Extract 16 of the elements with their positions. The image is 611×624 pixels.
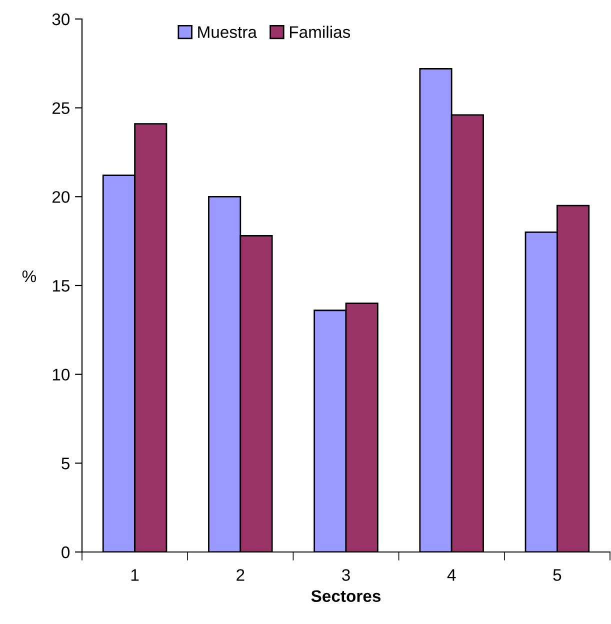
y-tick-label: 20 (52, 191, 70, 203)
y-tick-label: 25 (52, 102, 70, 114)
x-tick-label: 3 (342, 569, 350, 581)
x-tick-label: 5 (553, 569, 562, 581)
x-tick-label: 4 (447, 569, 456, 581)
legend-label: Muestra (198, 26, 257, 38)
y-axis-title: % (22, 270, 36, 282)
x-axis-title: Sectores (311, 590, 381, 602)
y-tick-label: 15 (52, 280, 70, 292)
y-tick-label: 30 (52, 13, 70, 26)
x-tick-label: 1 (131, 569, 139, 581)
legend-label: Familias (290, 26, 350, 38)
y-tick-label: 5 (62, 458, 70, 470)
y-tick-label: 10 (52, 368, 70, 381)
x-tick-label: 2 (236, 569, 244, 581)
y-tick-label: 0 (62, 546, 70, 558)
